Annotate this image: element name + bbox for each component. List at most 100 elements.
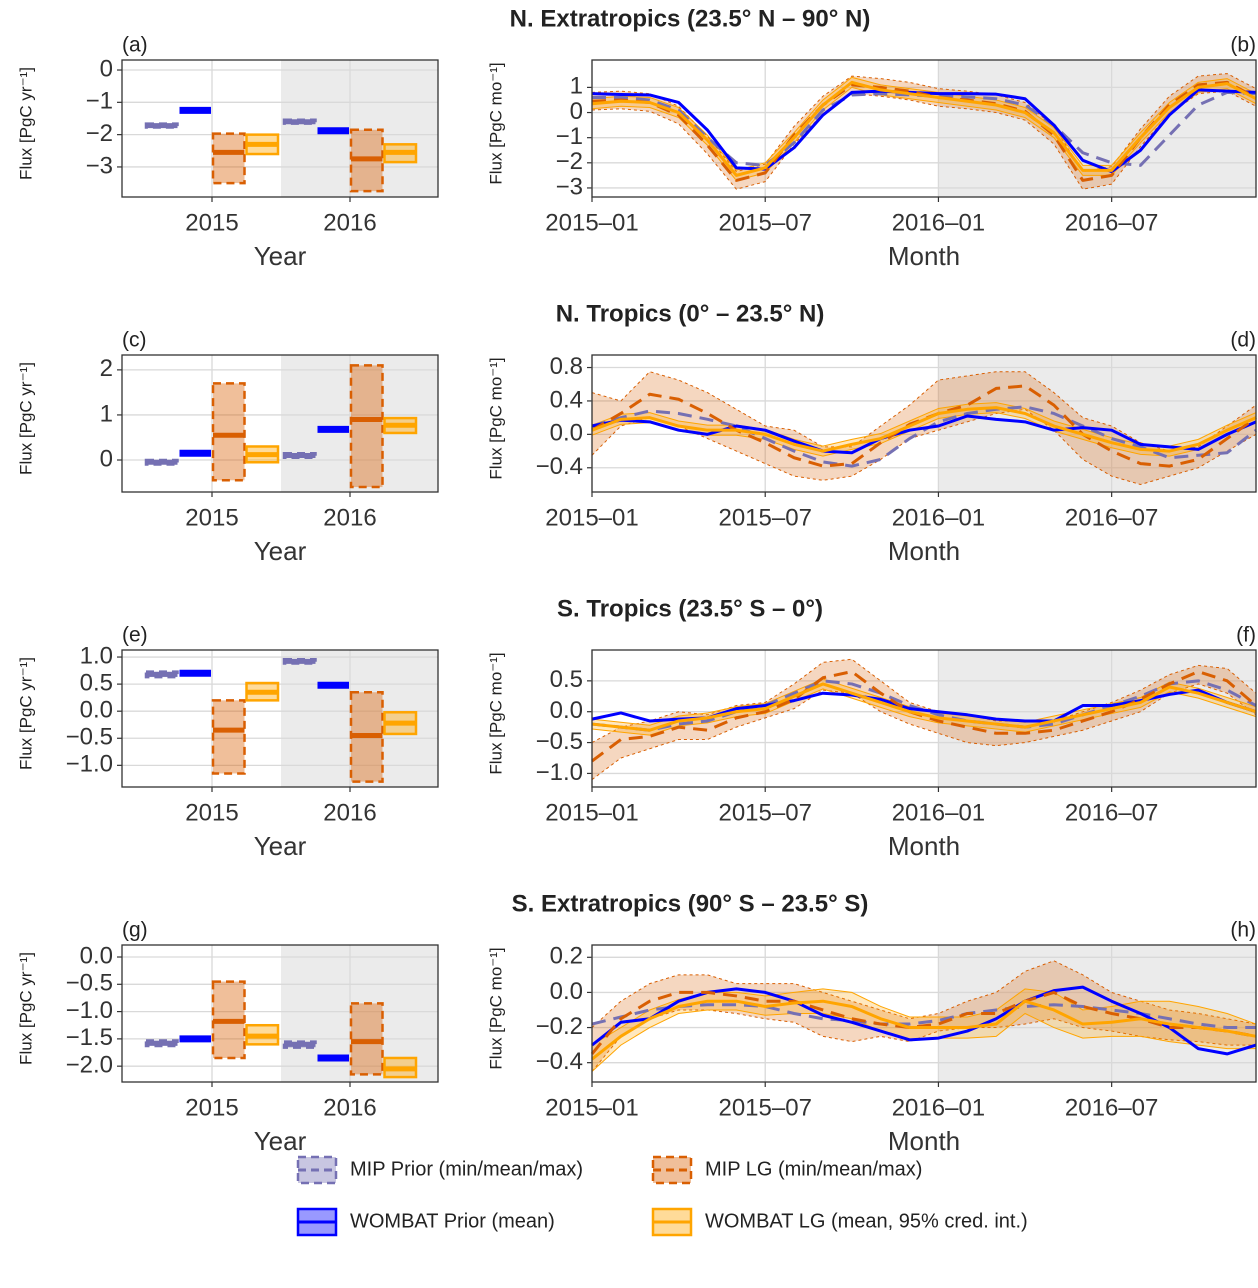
interval-box <box>211 382 246 482</box>
x-tick-label: 2016 <box>323 1094 376 1121</box>
x-tick-label: 2015–07 <box>718 504 811 531</box>
y-tick-label: −2 <box>86 120 113 147</box>
x-tick-label: 2015 <box>185 1094 238 1121</box>
x-tick-label: 2016–07 <box>1065 1094 1158 1121</box>
panel-label: (c) <box>122 329 147 352</box>
interval-box <box>211 699 246 775</box>
y-axis-title: Flux [PgC mo⁻¹] <box>486 62 505 184</box>
mean-line <box>591 414 1257 455</box>
y-tick-label: 0.8 <box>550 353 583 380</box>
band-edge <box>591 960 1257 1028</box>
x-axis-title: Month <box>888 831 960 861</box>
y-tick-label: −0.2 <box>536 1013 583 1040</box>
y-tick-label: −0.5 <box>66 970 113 997</box>
x-tick-label: 2016–07 <box>1065 799 1158 826</box>
panel-label: (h) <box>1230 919 1256 942</box>
band-edge <box>591 683 1257 780</box>
y-axis-title: Flux [PgC yr⁻¹] <box>16 67 35 180</box>
y-tick-label: 1.0 <box>80 642 113 669</box>
y-axis-title: Flux [PgC mo⁻¹] <box>486 652 505 774</box>
shaded-period <box>938 355 1256 492</box>
band-edge <box>591 408 1257 486</box>
panel-label: (g) <box>122 919 148 942</box>
legend-label: MIP LG (min/mean/max) <box>705 1158 922 1180</box>
y-tick-label: −0.5 <box>536 728 583 755</box>
y-tick-label: 0.0 <box>80 942 113 969</box>
y-tick-label: 0 <box>100 55 113 82</box>
x-tick-label: 2016 <box>323 504 376 531</box>
y-tick-label: −2 <box>556 148 583 175</box>
panel-border <box>121 59 439 198</box>
panel-border <box>591 354 1257 493</box>
x-tick-label: 2016–07 <box>1065 209 1158 236</box>
x-axis-title: Year <box>254 831 307 861</box>
y-axis-title: Flux [PgC mo⁻¹] <box>486 947 505 1069</box>
x-axis-title: Year <box>254 241 307 271</box>
mean-line <box>591 80 1257 177</box>
x-tick-label: 2015 <box>185 209 238 236</box>
y-tick-label: 0 <box>570 98 583 125</box>
y-axis-title: Flux [PgC yr⁻¹] <box>16 952 35 1065</box>
y-tick-label: 0.0 <box>550 978 583 1005</box>
mean-line <box>591 679 1257 732</box>
interval-box <box>349 1002 384 1076</box>
row-title: S. Extratropics (90° S – 23.5° S) <box>512 890 869 917</box>
x-axis-title: Year <box>254 1126 307 1156</box>
y-tick-label: 0.0 <box>550 420 583 447</box>
row-title: N. Extratropics (23.5° N – 90° N) <box>510 5 871 32</box>
x-tick-label: 2015–01 <box>545 504 638 531</box>
panel-border <box>591 59 1257 198</box>
x-tick-label: 2015–07 <box>718 209 811 236</box>
y-tick-label: −0.4 <box>536 1048 583 1075</box>
y-tick-label: 0.5 <box>80 669 113 696</box>
y-tick-label: −0.4 <box>536 453 583 480</box>
y-tick-label: 1 <box>570 73 583 100</box>
panel-border <box>121 649 439 788</box>
panel-label: (b) <box>1230 34 1256 57</box>
mean-line <box>591 682 1257 732</box>
x-tick-label: 2015 <box>185 504 238 531</box>
interval-box <box>349 364 384 489</box>
y-tick-label: 0 <box>100 445 113 472</box>
y-tick-label: −2.0 <box>66 1052 113 1079</box>
x-tick-label: 2016–01 <box>892 504 985 531</box>
row-title: S. Tropics (23.5° S – 0°) <box>557 595 823 622</box>
x-tick-label: 2016 <box>323 209 376 236</box>
y-tick-label: −1 <box>86 88 113 115</box>
panel-border <box>121 354 439 493</box>
panel-border <box>591 649 1257 788</box>
band-edge <box>591 658 1257 744</box>
y-tick-label: −1.5 <box>66 1024 113 1051</box>
y-tick-label: 0.0 <box>80 697 113 724</box>
y-tick-label: −1 <box>556 123 583 150</box>
shaded-period <box>938 60 1256 197</box>
band-edge <box>591 90 1257 190</box>
y-tick-label: 0.0 <box>550 697 583 724</box>
panel-label: (d) <box>1230 329 1256 352</box>
y-axis-title: Flux [PgC yr⁻¹] <box>16 362 35 475</box>
y-axis-title: Flux [PgC mo⁻¹] <box>486 357 505 479</box>
x-tick-label: 2015–01 <box>545 209 638 236</box>
x-tick-label: 2015–01 <box>545 1094 638 1121</box>
mean-line <box>591 384 1257 468</box>
mean-line <box>591 670 1257 763</box>
x-tick-label: 2016–01 <box>892 799 985 826</box>
x-tick-label: 2016 <box>323 799 376 826</box>
interval-box <box>211 132 246 185</box>
x-axis-title: Month <box>888 241 960 271</box>
y-tick-label: 0.4 <box>550 386 583 413</box>
band-edge <box>591 86 1257 181</box>
x-tick-label: 2015–01 <box>545 799 638 826</box>
band-edge <box>591 73 1257 173</box>
panel-border <box>591 944 1257 1083</box>
panel-label: (a) <box>122 34 148 57</box>
shaded-period <box>281 650 438 787</box>
y-tick-label: −3 <box>556 173 583 200</box>
band-edge <box>591 1009 1256 1072</box>
x-axis-title: Month <box>888 536 960 566</box>
y-tick-label: −1.0 <box>66 751 113 778</box>
y-tick-label: −1.0 <box>536 759 583 786</box>
x-tick-label: 2016–07 <box>1065 504 1158 531</box>
y-tick-label: −0.5 <box>66 724 113 751</box>
row-title: N. Tropics (0° – 23.5° N) <box>556 300 825 327</box>
